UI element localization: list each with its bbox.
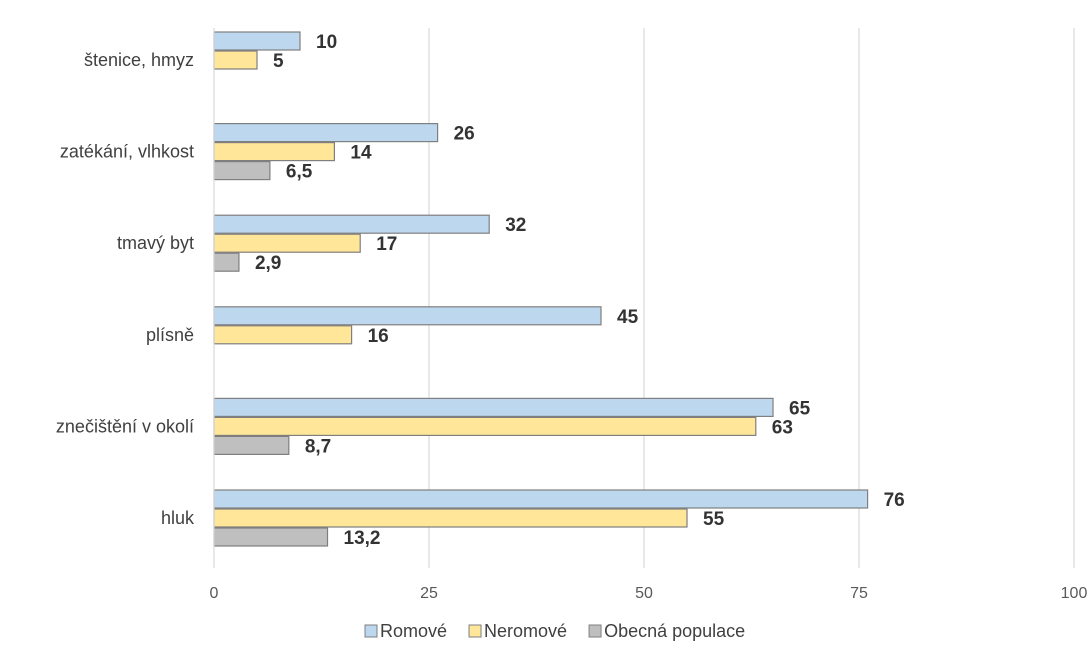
bar-neromové bbox=[213, 233, 361, 253]
data-label: 6,5 bbox=[286, 162, 313, 183]
data-label: 13,2 bbox=[344, 528, 381, 549]
bar-neromové bbox=[213, 142, 336, 162]
data-label: 10 bbox=[316, 32, 337, 53]
legend-swatch bbox=[588, 624, 602, 638]
legend-label: Romové bbox=[380, 621, 447, 641]
data-label: 2,9 bbox=[255, 253, 281, 274]
data-label: 45 bbox=[617, 307, 639, 328]
bar-romové bbox=[213, 31, 301, 51]
x-tick-label: 50 bbox=[635, 585, 653, 602]
data-label: 63 bbox=[772, 417, 793, 438]
gridlines bbox=[428, 28, 1075, 568]
data-label: 76 bbox=[884, 490, 905, 511]
x-tick-label: 75 bbox=[850, 585, 868, 602]
bar-obecná-populace bbox=[213, 435, 290, 455]
data-label: 65 bbox=[789, 398, 811, 419]
x-tick-label: 0 bbox=[210, 585, 219, 602]
bar-neromové bbox=[213, 325, 353, 345]
category-label: znečištění v okolí bbox=[56, 416, 194, 436]
data-label: 55 bbox=[703, 509, 725, 530]
category-label: zatékání, vlhkost bbox=[60, 142, 194, 162]
data-label: 17 bbox=[376, 234, 397, 255]
data-label: 32 bbox=[505, 215, 526, 236]
data-label: 5 bbox=[273, 51, 284, 72]
bar-neromové bbox=[213, 416, 757, 436]
legend-label: Obecná populace bbox=[604, 621, 745, 641]
legend-swatch bbox=[364, 624, 378, 638]
bar-neromové bbox=[213, 50, 258, 70]
legend: Romové Neromové Obecná populace bbox=[364, 621, 745, 641]
bar-obecná-populace bbox=[213, 161, 271, 181]
data-label: 16 bbox=[368, 326, 389, 347]
data-label: 8,7 bbox=[305, 436, 331, 457]
data-label: 26 bbox=[454, 124, 475, 145]
category-label: štenice, hmyz bbox=[84, 50, 194, 70]
x-tick-label: 25 bbox=[420, 585, 438, 602]
bar-romové bbox=[213, 489, 869, 509]
data-label: 14 bbox=[350, 143, 372, 164]
category-labels: štenice, hmyz zatékání, vlhkost tmavý byt p… bbox=[56, 50, 195, 528]
category-label: tmavý byt bbox=[117, 233, 194, 253]
bar-obecná-populace bbox=[213, 527, 329, 547]
category-label: hluk bbox=[161, 508, 195, 528]
bar-obecná-populace bbox=[213, 252, 240, 272]
bar-neromové bbox=[213, 508, 688, 528]
bar-romové bbox=[213, 214, 490, 234]
bar-romové bbox=[213, 397, 774, 417]
x-tick-labels: 0 25 50 75 100 bbox=[210, 585, 1088, 602]
category-label: plísně bbox=[146, 325, 194, 345]
bar-romové bbox=[213, 306, 602, 326]
legend-label: Neromové bbox=[484, 621, 567, 641]
bar-romové bbox=[213, 122, 439, 143]
x-tick-label: 100 bbox=[1061, 585, 1088, 602]
legend-swatch bbox=[468, 624, 482, 638]
bars bbox=[213, 31, 869, 547]
